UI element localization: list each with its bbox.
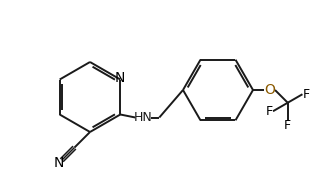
Text: N: N	[54, 156, 64, 170]
Text: HN: HN	[134, 111, 153, 124]
Text: F: F	[266, 105, 272, 118]
Text: O: O	[265, 83, 275, 97]
Text: F: F	[303, 88, 310, 101]
Text: N: N	[115, 71, 125, 85]
Text: F: F	[284, 119, 291, 132]
